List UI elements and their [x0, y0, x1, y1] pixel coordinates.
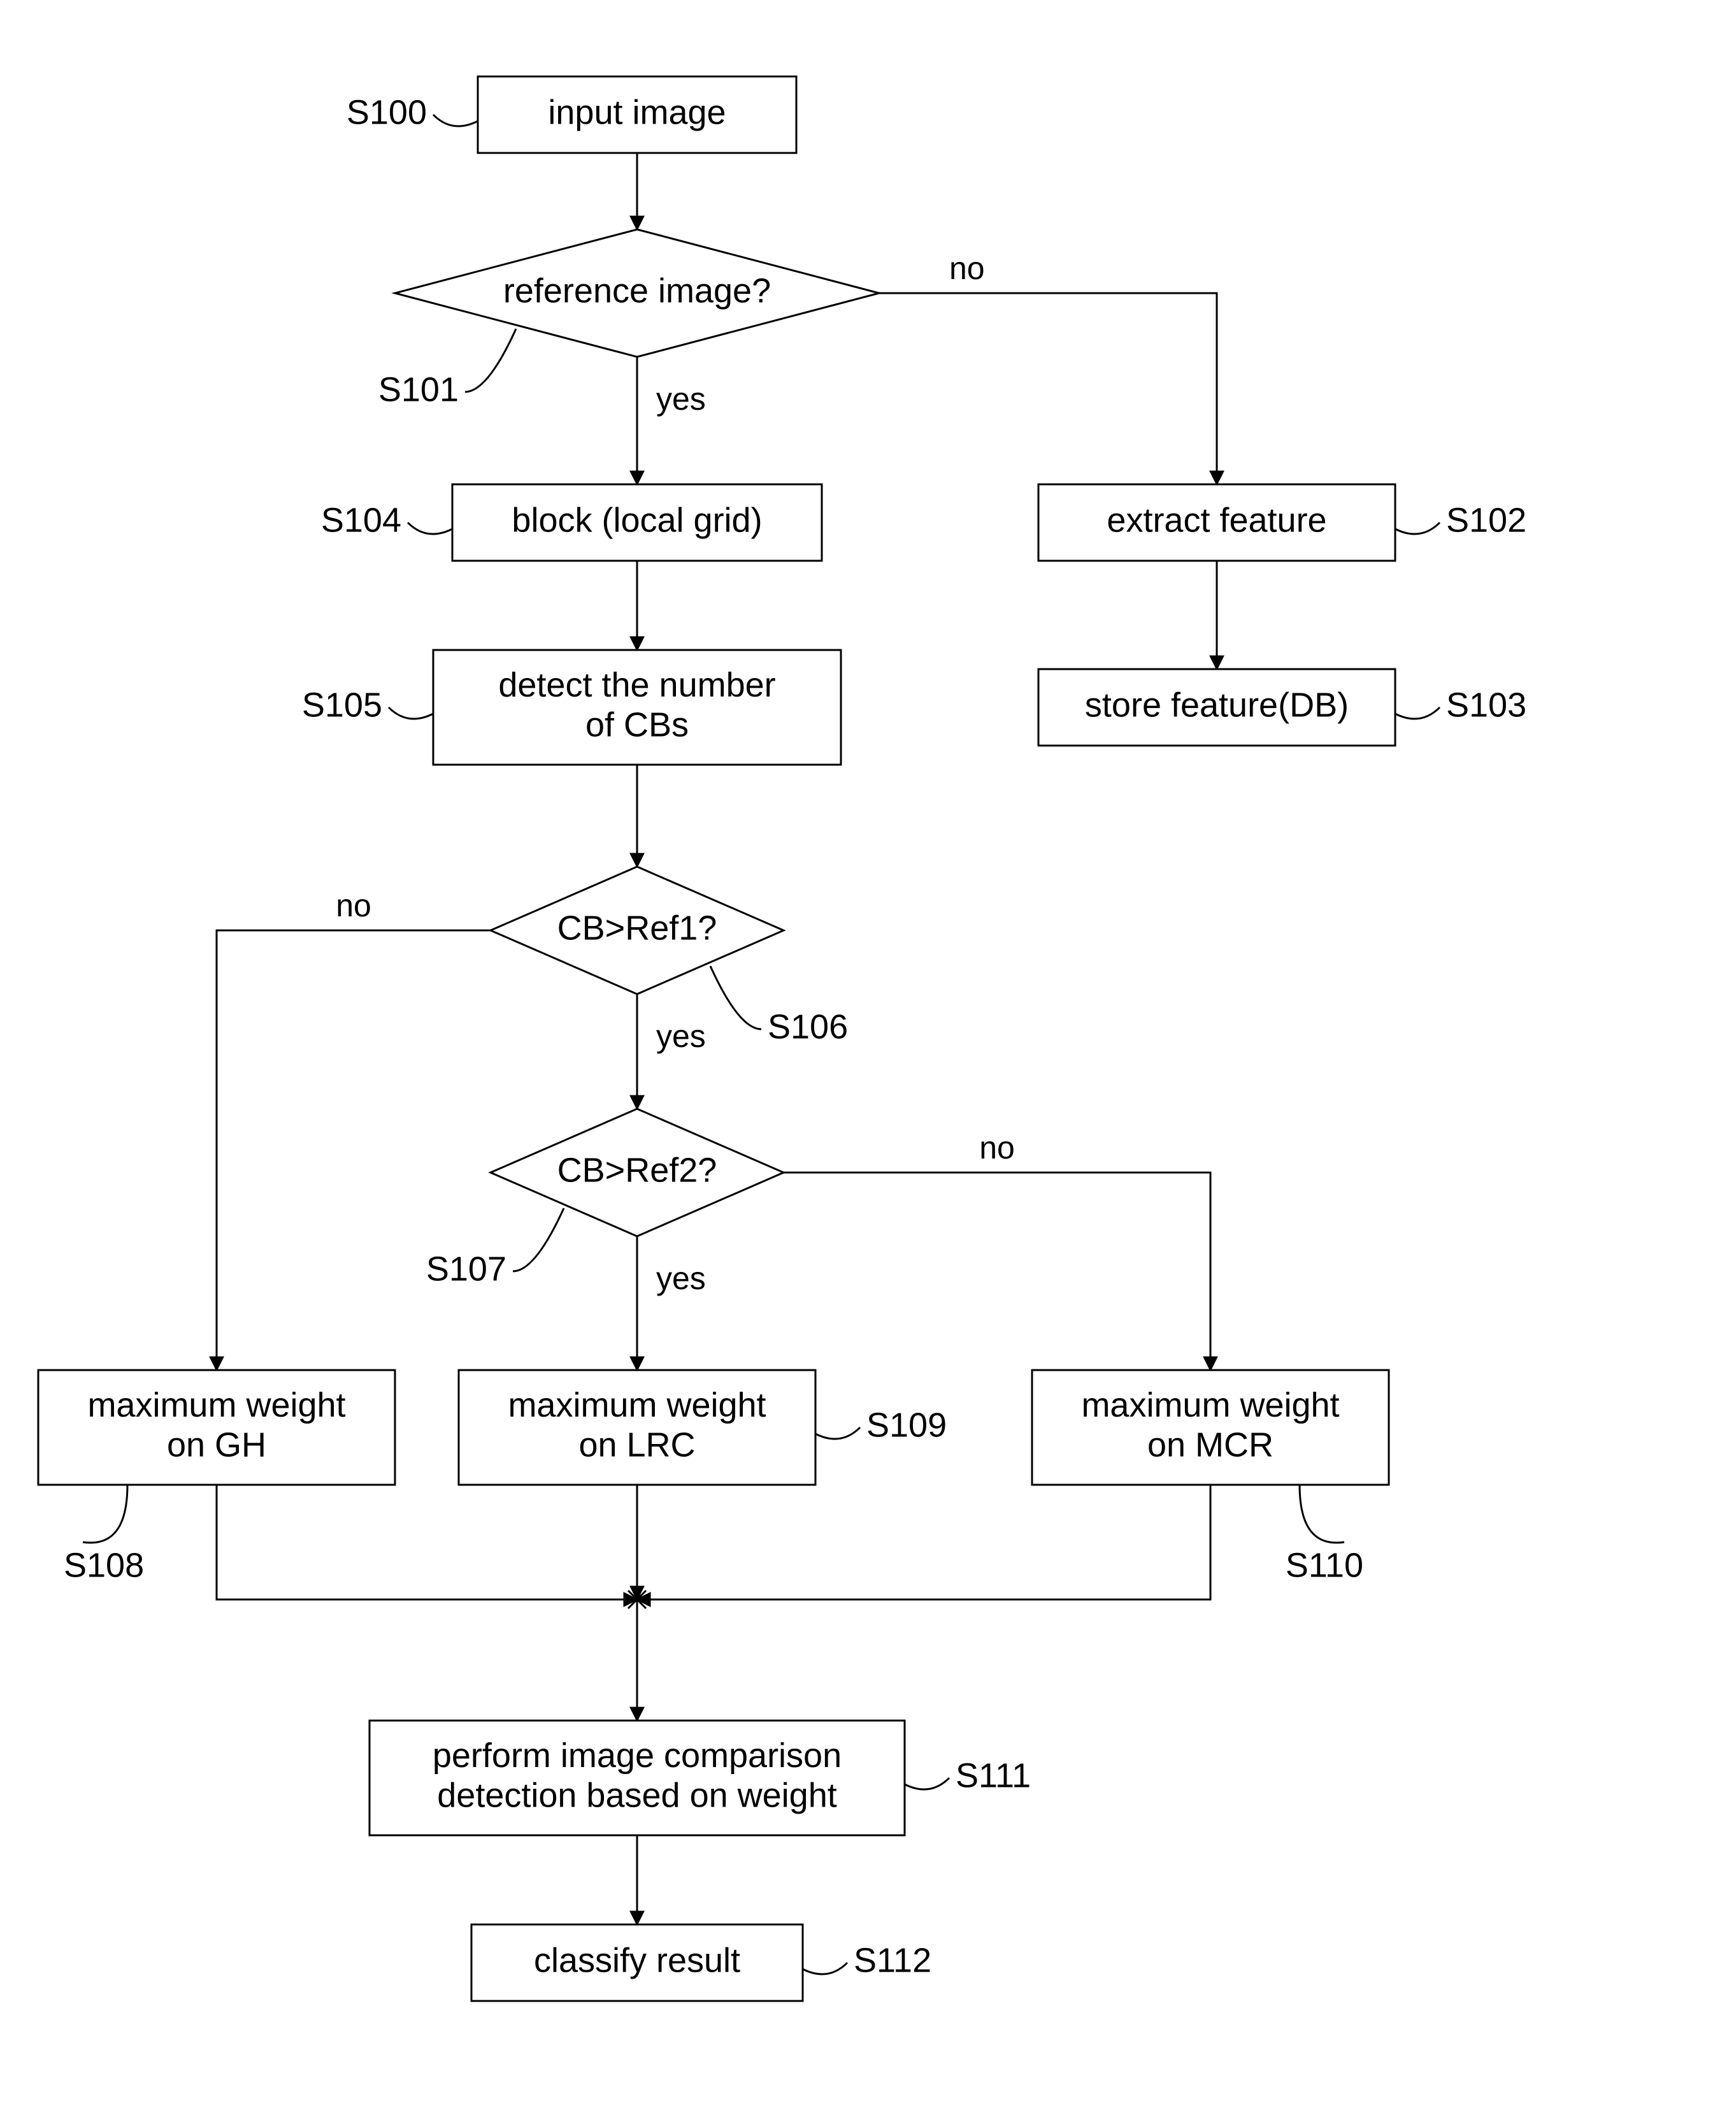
svg-text:S107: S107: [426, 1250, 506, 1288]
svg-text:CB>Ref1?: CB>Ref1?: [557, 909, 717, 947]
svg-text:S104: S104: [321, 501, 401, 539]
edge-label: yes: [656, 381, 706, 417]
svg-text:store feature(DB): store feature(DB): [1085, 686, 1349, 724]
svg-text:classify result: classify result: [534, 1941, 740, 1979]
node-s103: store feature(DB): [1038, 669, 1395, 746]
node-s110: maximum weighton MCR: [1032, 1370, 1389, 1485]
svg-text:maximum weight: maximum weight: [87, 1386, 345, 1424]
svg-text:S109: S109: [866, 1406, 947, 1444]
node-s102: extract feature: [1038, 484, 1395, 561]
svg-text:block (local grid): block (local grid): [512, 501, 762, 539]
edge-s107-s110: [784, 1173, 1210, 1370]
svg-text:on MCR: on MCR: [1147, 1426, 1273, 1464]
edge-s106-s108: [217, 930, 491, 1370]
svg-text:perform image comparison: perform image comparison: [433, 1736, 842, 1775]
svg-text:S103: S103: [1446, 686, 1526, 724]
svg-text:detection based on weight: detection based on weight: [437, 1776, 836, 1814]
edge-label: yes: [656, 1260, 706, 1296]
svg-text:S105: S105: [302, 686, 382, 724]
node-s109: maximum weighton LRC: [459, 1370, 815, 1485]
node-s108: maximum weighton GH: [38, 1370, 395, 1485]
svg-text:S108: S108: [64, 1546, 144, 1584]
node-s106: CB>Ref1?: [491, 867, 784, 994]
svg-text:maximum weight: maximum weight: [508, 1386, 766, 1424]
svg-text:S110: S110: [1286, 1546, 1363, 1584]
edge-label: no: [949, 250, 985, 286]
node-s105: detect the numberof CBs: [433, 650, 841, 765]
node-s100: input image: [478, 76, 796, 153]
node-s101: reference image?: [395, 229, 879, 357]
svg-text:CB>Ref2?: CB>Ref2?: [557, 1151, 717, 1189]
svg-text:on GH: on GH: [167, 1426, 266, 1464]
flowchart: input image reference image? extract featu…: [0, 0, 1736, 2101]
svg-text:S101: S101: [378, 370, 459, 408]
svg-text:input image: input image: [548, 93, 726, 131]
svg-text:of CBs: of CBs: [585, 705, 689, 744]
svg-text:maximum weight: maximum weight: [1081, 1386, 1339, 1424]
edge-s101-s102: [879, 293, 1217, 484]
edge-label: no: [979, 1130, 1015, 1166]
svg-text:S100: S100: [347, 93, 427, 131]
edge-label: no: [336, 888, 371, 923]
svg-text:S102: S102: [1446, 501, 1526, 539]
svg-text:on LRC: on LRC: [578, 1426, 695, 1464]
svg-text:reference image?: reference image?: [503, 271, 771, 310]
svg-text:extract feature: extract feature: [1107, 501, 1326, 539]
svg-text:S111: S111: [956, 1756, 1031, 1794]
svg-text:S106: S106: [768, 1007, 848, 1046]
node-s112: classify result: [471, 1924, 803, 2001]
svg-text:S112: S112: [854, 1941, 931, 1979]
edge-label: yes: [656, 1018, 706, 1054]
node-s107: CB>Ref2?: [491, 1109, 784, 1236]
svg-text:detect the number: detect the number: [498, 666, 775, 704]
node-s104: block (local grid): [452, 484, 822, 561]
node-s111: perform image comparisondetection based …: [369, 1721, 905, 1835]
